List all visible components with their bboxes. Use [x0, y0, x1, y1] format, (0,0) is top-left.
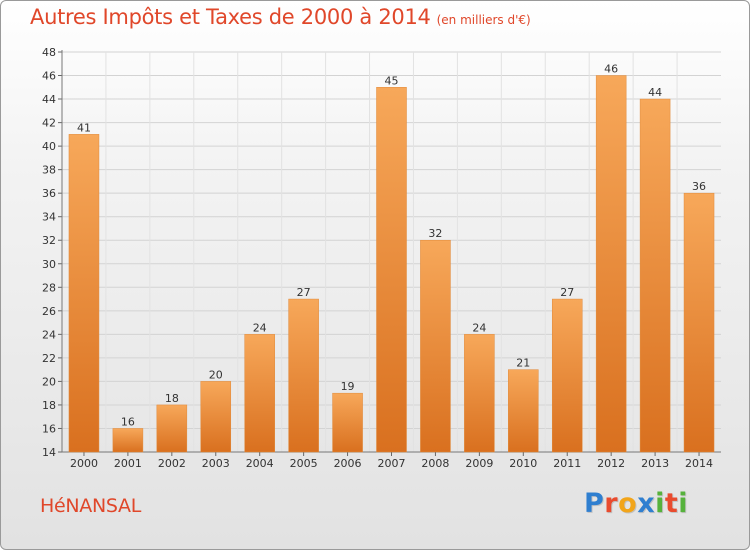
bar-2005 — [288, 298, 319, 453]
value-label-2010: 21 — [516, 357, 530, 370]
y-tick-label: 46 — [42, 70, 56, 83]
y-tick-label: 32 — [42, 234, 56, 247]
bar-2009 — [464, 334, 495, 453]
value-label-2009: 24 — [472, 321, 486, 334]
logo-letter: P — [584, 488, 605, 519]
value-label-2000: 41 — [77, 121, 91, 134]
bar-2000 — [68, 134, 100, 453]
x-tick-label-2007: 2007 — [378, 457, 406, 470]
y-tick-label: 22 — [42, 352, 56, 365]
y-tick-label: 28 — [42, 281, 56, 294]
bar-2014 — [683, 192, 715, 453]
x-tick-label-2001: 2001 — [114, 457, 142, 470]
value-label-2006: 19 — [341, 380, 355, 393]
bar-2011 — [551, 298, 583, 453]
chart-subtitle: (en milliers d'€) — [436, 13, 531, 27]
x-tick-label-2011: 2011 — [553, 457, 581, 470]
x-tick-label-2008: 2008 — [421, 457, 449, 470]
logo-letter: r — [604, 488, 619, 519]
y-tick-labels: 14 16 18 20 22 24 26 28 30 32 34 36 38 40 42 44 46 48 — [42, 46, 56, 459]
value-label-2008: 32 — [428, 227, 442, 240]
x-tick-label-2005: 2005 — [290, 457, 318, 470]
logo-letter: o — [618, 488, 638, 519]
x-tick-label-2009: 2009 — [465, 457, 493, 470]
value-label-2005: 27 — [297, 286, 311, 299]
x-tick-label-2013: 2013 — [641, 457, 669, 470]
bar-2004 — [244, 334, 275, 453]
value-label-2007: 45 — [385, 74, 399, 87]
x-tick-label-2004: 2004 — [246, 457, 274, 470]
logo-letter: i — [655, 488, 665, 519]
value-label-2013: 44 — [648, 86, 662, 99]
y-tick-label: 30 — [42, 258, 56, 271]
value-label-2002: 18 — [165, 392, 179, 405]
y-tick-label: 48 — [42, 46, 56, 59]
bar-2008 — [420, 239, 451, 453]
logo-letter: x — [637, 488, 656, 519]
chart-title: Autres Impôts et Taxes de 2000 à 2014 (en… — [30, 5, 531, 29]
value-label-2004: 24 — [253, 321, 267, 334]
bar-2010 — [508, 369, 539, 453]
logo-letter: i — [678, 488, 689, 519]
value-label-2003: 20 — [209, 368, 223, 381]
bar-2006 — [332, 392, 363, 453]
value-label-2001: 16 — [121, 415, 135, 428]
x-tick-labels: 2000 2001 2002 2003 2004 2005 2006 2007 2008 2009… — [70, 457, 713, 470]
y-tick-label: 36 — [42, 187, 56, 200]
y-tick-label: 44 — [42, 93, 56, 106]
y-tick-label: 24 — [42, 328, 56, 341]
y-tick-label: 42 — [42, 117, 56, 130]
value-label-2011: 27 — [560, 286, 574, 299]
y-tick-label: 18 — [42, 399, 56, 412]
x-tick-label-2006: 2006 — [334, 457, 362, 470]
y-tick-label: 16 — [42, 422, 56, 435]
x-tick-label-2012: 2012 — [597, 457, 625, 470]
y-tick-label: 38 — [42, 164, 56, 177]
value-label-2014: 36 — [692, 180, 706, 193]
x-tick-label-2002: 2002 — [158, 457, 186, 470]
bar-2001 — [112, 428, 144, 453]
y-tick-label: 40 — [42, 140, 56, 153]
logo-letter: t — [664, 488, 679, 519]
x-tick-label-2000: 2000 — [70, 457, 98, 470]
bar-2007 — [376, 87, 407, 453]
value-label-2012: 46 — [604, 63, 618, 76]
y-tick-label: 34 — [42, 211, 56, 224]
bar-2002 — [156, 404, 188, 453]
bar-2012 — [595, 75, 627, 453]
bar-2013 — [639, 98, 671, 453]
x-tick-label-2003: 2003 — [202, 457, 230, 470]
bars — [68, 75, 715, 453]
x-tick-label-2014: 2014 — [685, 457, 713, 470]
x-tick-label-2010: 2010 — [509, 457, 537, 470]
chart-title-text: Autres Impôts et Taxes de 2000 à 2014 — [30, 5, 431, 29]
y-tick-label: 14 — [42, 446, 56, 459]
proxiti-logo: Proxiti — [584, 488, 688, 519]
city-name: HéNANSAL — [40, 495, 141, 517]
y-tick-label: 20 — [42, 375, 56, 388]
bar-2003 — [200, 381, 232, 453]
value-labels: 41 16 18 20 24 27 19 45 32 24 21 27 46 44 36 — [77, 63, 706, 429]
y-tick-label: 26 — [42, 305, 56, 318]
